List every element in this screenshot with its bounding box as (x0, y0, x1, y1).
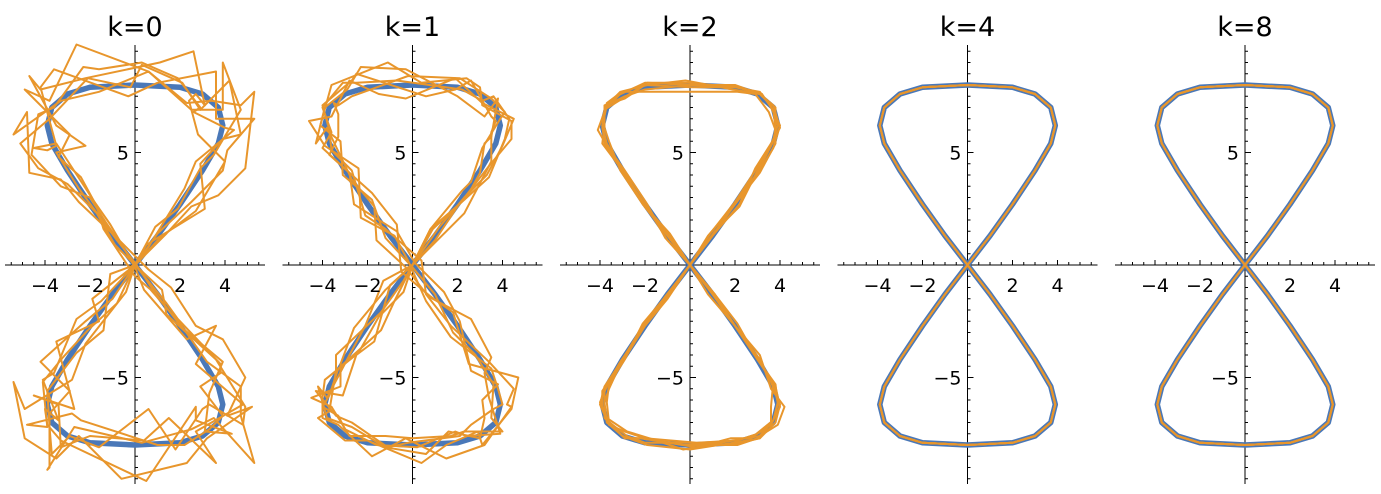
x-tick-label: −4 (31, 275, 59, 297)
approximation-curve (28, 50, 233, 482)
y-tick-label: 5 (1227, 143, 1239, 165)
y-tick-label: 5 (394, 143, 406, 165)
x-tick-label: 4 (1329, 275, 1341, 297)
x-tick-label: 2 (1284, 275, 1296, 297)
approximation-curve (1156, 84, 1334, 446)
y-tick-label: −5 (656, 368, 684, 390)
x-tick-label: 4 (774, 275, 786, 297)
x-tick-label: −4 (586, 275, 614, 297)
approximation-curve (23, 43, 256, 471)
y-tick-label: −5 (378, 368, 406, 390)
y-tick-label: −5 (1211, 368, 1239, 390)
approximation-curve (321, 72, 515, 460)
y-tick-label: −5 (933, 368, 961, 390)
x-tick-label: −2 (631, 275, 659, 297)
x-tick-label: 4 (496, 275, 508, 297)
panel-title: k=0 (107, 12, 162, 43)
y-tick-label: 5 (949, 143, 961, 165)
panel-title: k=4 (940, 12, 995, 43)
y-tick-label: 5 (672, 143, 684, 165)
y-tick-label: −5 (101, 368, 129, 390)
x-tick-label: 2 (174, 275, 186, 297)
x-tick-label: 2 (1006, 275, 1018, 297)
panel-4: k=4 −4 −2 2 4 5 −5 (837, 12, 1098, 484)
x-tick-label: 4 (219, 275, 231, 297)
x-tick-label: 2 (729, 275, 741, 297)
approximation-curve (601, 84, 781, 451)
panel-3: k=2 −4 −2 2 4 5 −5 (560, 12, 820, 484)
y-tick-label: 5 (117, 143, 129, 165)
approximation-curve (317, 79, 511, 455)
panel-5: k=8 −4 −2 2 4 5 −5 (1115, 12, 1375, 484)
x-tick-label: −4 (1141, 275, 1169, 297)
x-tick-label: −2 (353, 275, 381, 297)
x-tick-label: −4 (863, 275, 891, 297)
panel-2: k=1 −4 −2 2 4 5 −5 (282, 12, 543, 484)
x-tick-label: −2 (1186, 275, 1214, 297)
x-tick-label: 4 (1051, 275, 1063, 297)
panel-1: k=0 −4 −2 2 4 5 −5 (5, 12, 265, 484)
x-tick-label: −2 (76, 275, 104, 297)
panel-title: k=8 (1217, 12, 1272, 43)
approximation-curve (878, 84, 1057, 446)
approximation-curve (12, 70, 256, 480)
x-tick-label: −4 (308, 275, 336, 297)
panel-title: k=2 (662, 12, 717, 43)
x-tick-label: −2 (908, 275, 936, 297)
approximation-curve (314, 66, 502, 449)
approximation-curve (308, 77, 515, 449)
panel-title: k=1 (385, 12, 440, 43)
x-tick-label: 2 (451, 275, 463, 297)
